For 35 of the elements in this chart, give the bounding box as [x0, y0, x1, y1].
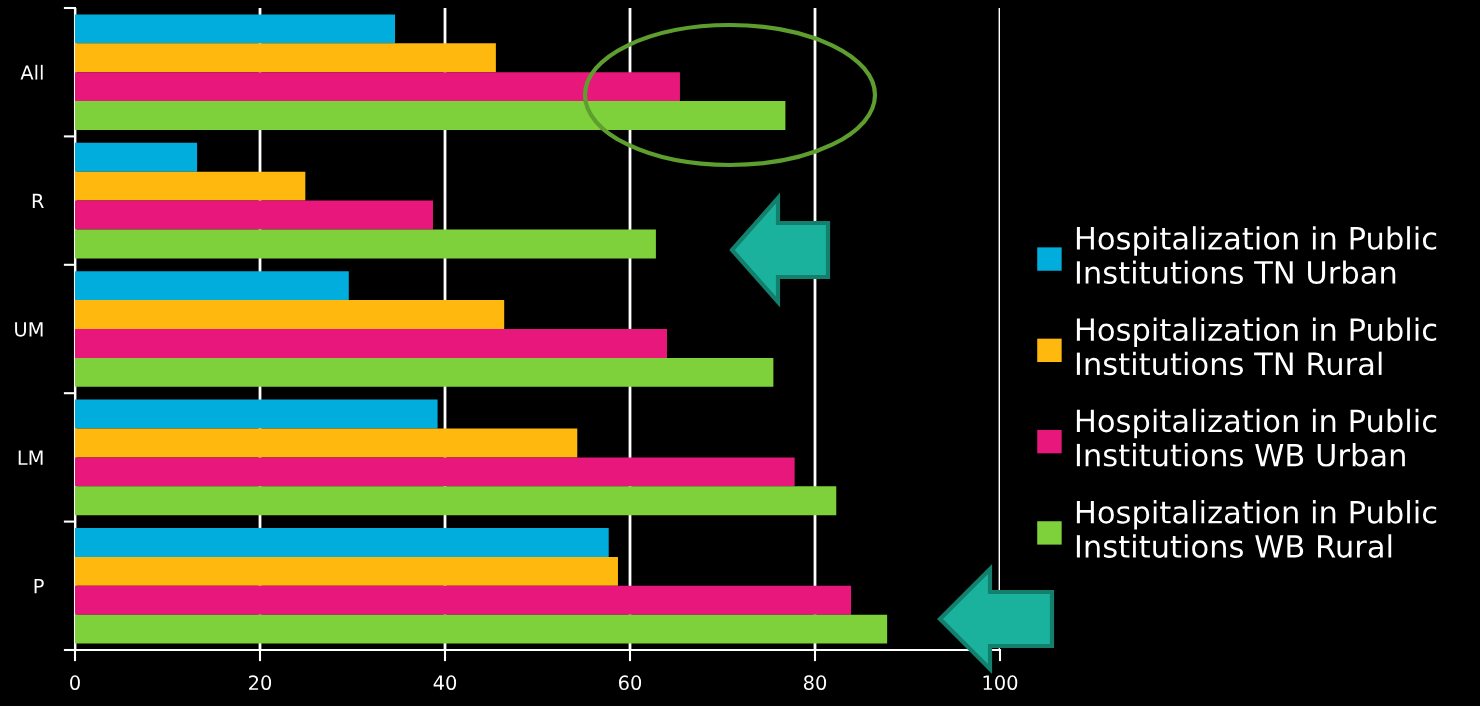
bar	[75, 556, 618, 586]
legend-label: Hospitalization in Public Institutions WB Rural	[1076, 500, 1437, 558]
x-tick-label: 100	[983, 675, 1018, 691]
y-tick-label: LM	[18, 450, 43, 465]
x-tick-label: 60	[618, 675, 642, 691]
bar	[75, 229, 656, 259]
y-tick-label: P	[34, 579, 44, 594]
x-tick-label: 0	[70, 675, 80, 691]
y-tick-label: R	[32, 193, 44, 208]
x-tick-label: 80	[803, 675, 827, 691]
bar	[75, 101, 786, 130]
bar	[75, 14, 396, 44]
bar	[75, 200, 433, 230]
bar	[75, 357, 774, 387]
bar	[75, 399, 438, 429]
y-tick-label: All	[20, 64, 43, 80]
bar	[75, 585, 852, 615]
bar	[75, 329, 667, 358]
bar	[75, 43, 496, 73]
legend-label: Hospitalization in Public Institutions TN Rural	[1076, 317, 1437, 376]
bar	[75, 457, 795, 487]
x-tick-label: 20	[249, 675, 272, 691]
x-tick-label: 40	[433, 675, 457, 691]
bar	[75, 614, 888, 644]
y-tick-label: UM	[15, 322, 43, 337]
bar	[75, 528, 609, 557]
bar	[75, 486, 837, 516]
bar	[75, 72, 680, 102]
bar	[75, 428, 578, 458]
legend-label: Hospitalization in Public Institutions WB Urban	[1076, 408, 1437, 467]
bar	[75, 300, 505, 329]
bar	[75, 171, 306, 201]
legend-label: Hospitalization in Public Institutions TN Urban	[1076, 226, 1437, 285]
bar	[75, 271, 349, 301]
bar	[75, 142, 198, 172]
